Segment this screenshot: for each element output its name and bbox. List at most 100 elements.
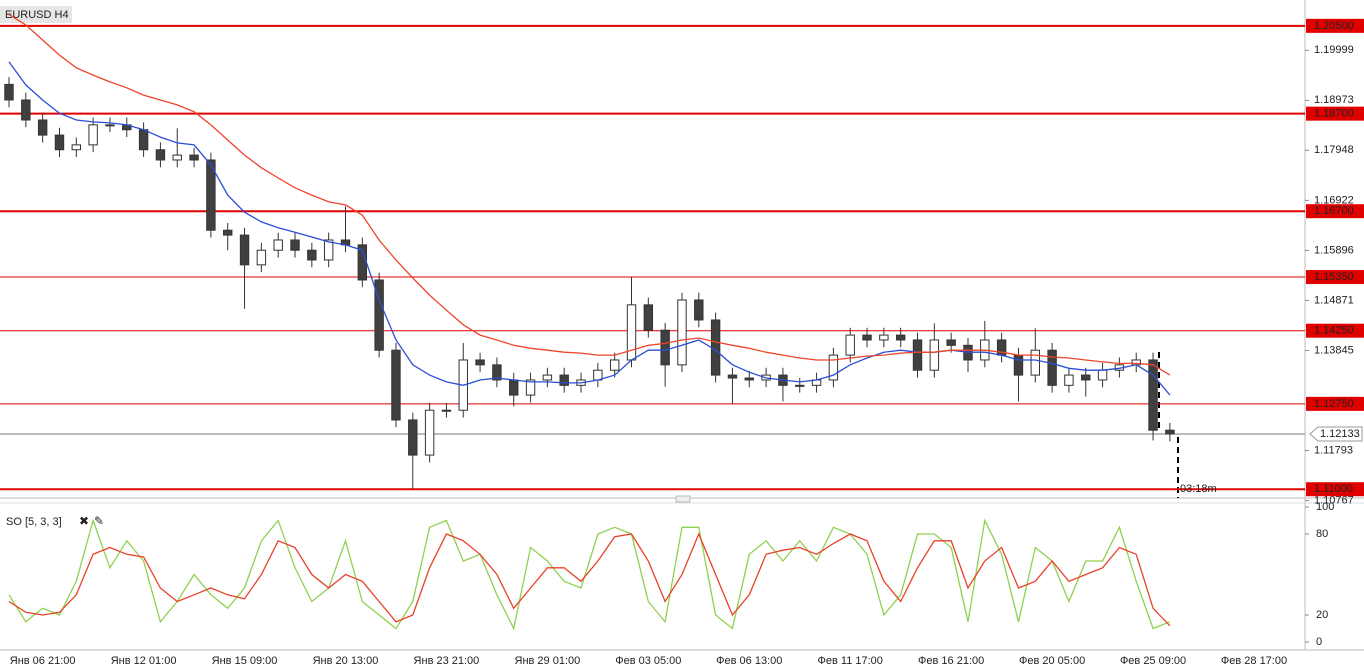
candle-body [1064, 374, 1074, 386]
candle-body [509, 379, 519, 396]
symbol-badge [0, 6, 72, 23]
level-label-box [1306, 204, 1364, 219]
x-tick-label: Янв 12 01:00 [111, 655, 177, 667]
x-tick-label: Янв 20 13:00 [313, 655, 379, 667]
candle-body [223, 229, 233, 236]
candle-body [88, 124, 98, 146]
oscillator-line [8, 518, 1171, 631]
x-tick-label: Фев 06 13:00 [716, 655, 782, 667]
candle-body [1097, 369, 1108, 381]
last-price-label: 1.12133 [1320, 428, 1360, 440]
candle-body [323, 239, 334, 261]
x-tick-label: Янв 06 21:00 [10, 655, 76, 667]
level-label-box [1306, 270, 1364, 285]
level-label-box [1306, 482, 1364, 497]
indicator-title: SO [5, 3, 3] [6, 516, 62, 528]
y-tick-label: 1.19999 [1314, 44, 1354, 56]
candle-body [290, 239, 300, 251]
candle-body [492, 364, 502, 381]
y-tick-label: 0 [1316, 636, 1322, 648]
level-label: 1.14250 [1314, 325, 1354, 337]
candle-body [391, 349, 401, 421]
candle-body [1013, 354, 1024, 376]
level-label-box [1306, 18, 1364, 33]
y-tick-label: 1.10767 [1314, 494, 1354, 506]
candle-body [475, 359, 485, 366]
candle-body [189, 154, 199, 161]
level-label: 1.11000 [1314, 483, 1353, 495]
candle-body [643, 304, 654, 331]
candle-body [1030, 349, 1040, 376]
candle-body [694, 299, 704, 321]
candle-body [946, 339, 956, 346]
candle-body [862, 334, 872, 341]
symbol-title: EURUSD H4 [5, 9, 69, 21]
y-tick-label: 1.18973 [1314, 94, 1354, 106]
candle-body [441, 409, 452, 412]
level-label-box [1306, 106, 1364, 121]
moving-average-line [8, 61, 1171, 396]
candle-body [744, 377, 754, 381]
candle-body [273, 239, 283, 251]
level-label: 1.15350 [1314, 271, 1354, 283]
candle-body [1165, 429, 1175, 435]
x-tick-label: Фев 03 05:00 [615, 655, 681, 667]
candle-body [105, 124, 115, 127]
candle-body [307, 249, 317, 261]
y-tick-label: 80 [1316, 528, 1328, 540]
candle-body [660, 329, 670, 366]
candle-body [54, 134, 65, 151]
candle-body [1148, 359, 1158, 431]
settings-icon[interactable]: ✎ [94, 514, 104, 528]
candle-body [256, 249, 267, 266]
candle-body [879, 334, 889, 341]
candle-body [1081, 374, 1091, 381]
candle-body [929, 339, 940, 371]
levels [0, 24, 1305, 491]
last-price-box [1309, 426, 1363, 442]
candle-body [374, 279, 384, 351]
y-tick-label: 1.15896 [1314, 244, 1354, 256]
candle-body [525, 379, 536, 396]
candle-body [727, 374, 738, 379]
x-tick-label: Янв 15 09:00 [212, 655, 278, 667]
level-label-box [1306, 323, 1364, 338]
y-tick-label: 1.17948 [1314, 144, 1354, 156]
candle-body [1047, 349, 1057, 386]
x-tick-label: Фев 11 17:00 [818, 655, 883, 667]
level-label: 1.16700 [1314, 205, 1354, 217]
axes: 1.19999 1.18973 1.17948 1.16922 1.15896 1.148… [10, 18, 1364, 667]
candle-body [21, 99, 31, 121]
candle-body [71, 144, 82, 151]
moving-average-line [8, 14, 1171, 376]
y-tick-label: 1.16922 [1314, 194, 1354, 206]
remove-icon[interactable]: ✖ [79, 514, 89, 528]
candle-body [408, 419, 418, 456]
bar-countdown: 03:18m [1180, 483, 1217, 495]
x-tick-label: Фев 20 05:00 [1019, 655, 1085, 667]
level-label-box [1306, 396, 1364, 411]
x-tick-label: Фев 28 17:00 [1221, 655, 1287, 667]
candle-body [206, 159, 216, 231]
level-label: 1.18700 [1314, 108, 1354, 120]
candle-body [138, 129, 149, 151]
candle-body [845, 334, 855, 356]
level-label: 1.12750 [1314, 398, 1354, 410]
candle-body [172, 154, 182, 161]
candle-body [239, 234, 250, 266]
candle-body [37, 119, 48, 136]
y-tick-label: 1.14871 [1314, 294, 1354, 306]
x-tick-label: Янв 29 01:00 [515, 655, 581, 667]
candle-body [828, 354, 839, 381]
candle-body [795, 384, 805, 387]
candle-body [4, 83, 14, 101]
candle-body [912, 339, 923, 371]
candle-body [424, 409, 435, 456]
candle-body [710, 319, 721, 376]
panel-resize-handle[interactable] [675, 495, 691, 503]
candle-body [559, 374, 569, 386]
x-tick-label: Янв 23 21:00 [414, 655, 480, 667]
candle-body [895, 334, 906, 341]
